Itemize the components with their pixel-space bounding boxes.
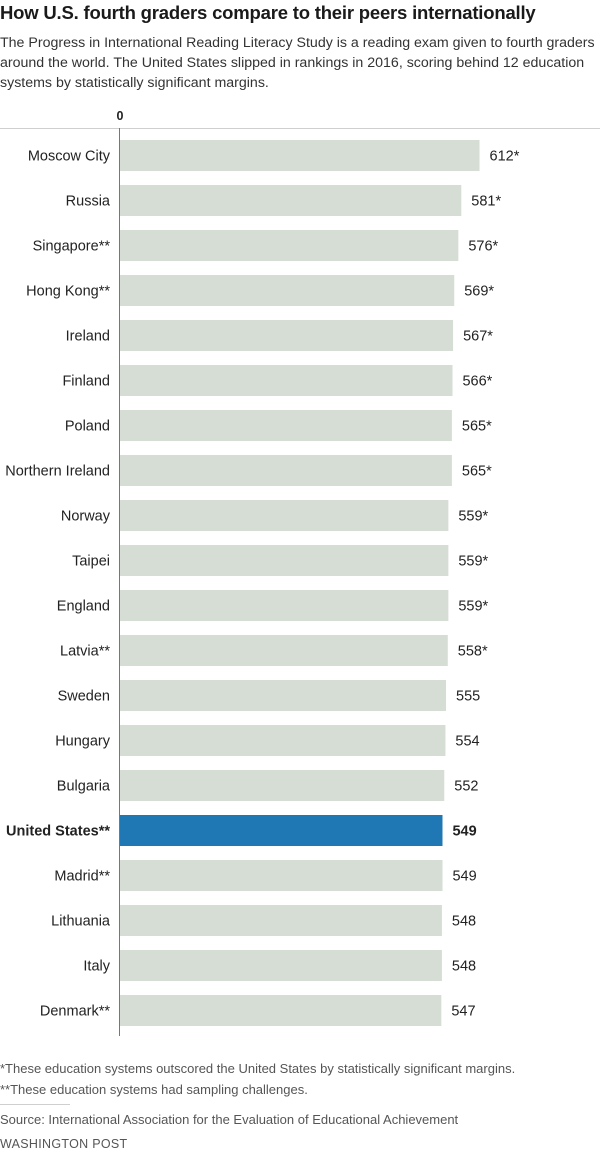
category-label: Italy [83, 959, 110, 975]
bar [120, 950, 442, 981]
value-label: 581* [471, 194, 501, 210]
source-note: Source: International Association for th… [0, 1112, 459, 1127]
bar [120, 635, 448, 666]
value-label: 566* [462, 374, 492, 390]
category-label: Hong Kong** [26, 284, 110, 300]
category-label: Sweden [58, 689, 110, 705]
chart-subtitle: The Progress in International Reading Li… [0, 35, 595, 91]
bar [120, 545, 449, 576]
bar [120, 275, 455, 306]
bar [120, 230, 459, 261]
category-label: Singapore** [33, 239, 111, 255]
value-label: 552 [454, 779, 478, 795]
category-label: Norway [61, 509, 111, 525]
bar [120, 725, 446, 756]
category-label: Northern Ireland [5, 464, 110, 480]
bar [120, 815, 443, 846]
value-label: 565* [462, 464, 492, 480]
publisher-credit: WASHINGTON POST [0, 1137, 128, 1151]
category-label: Lithuania [51, 914, 111, 930]
value-label: 549 [452, 824, 476, 840]
value-label: 565* [462, 419, 492, 435]
value-label: 559* [458, 599, 488, 615]
value-label: 567* [463, 329, 493, 345]
footnotes: *These education systems outscored the U… [0, 1058, 600, 1100]
value-label: 569* [464, 284, 494, 300]
bar-chart: 0 Moscow City 612* Russia 581* Singapore** 576… [5, 109, 520, 1036]
bar [120, 320, 454, 351]
footnote-divider [0, 1104, 70, 1105]
bar [120, 680, 447, 711]
category-label: Ireland [66, 329, 110, 345]
value-label: 559* [458, 554, 488, 570]
category-label: Denmark** [40, 1004, 110, 1020]
bar [120, 590, 449, 621]
bar [120, 455, 452, 486]
value-label: 558* [458, 644, 488, 660]
header-divider [0, 128, 600, 129]
category-label: Bulgaria [57, 779, 111, 795]
category-label: Latvia** [60, 644, 110, 660]
value-label: 612* [490, 149, 520, 165]
value-label: 559* [458, 509, 488, 525]
category-label: Taipei [72, 554, 110, 570]
value-label: 554 [455, 734, 479, 750]
category-label: England [57, 599, 110, 615]
value-label: 547 [451, 1004, 475, 1020]
category-label: Madrid** [54, 869, 110, 885]
bar [120, 500, 449, 531]
axis-zero-label: 0 [117, 109, 124, 123]
value-label: 555 [456, 689, 480, 705]
bar [120, 140, 480, 171]
category-label: Russia [66, 194, 111, 210]
footnote-sampling: **These education systems had sampling c… [0, 1082, 308, 1097]
bar [120, 905, 442, 936]
category-label: Moscow City [28, 149, 111, 165]
footnote-significance: *These education systems outscored the U… [0, 1061, 516, 1076]
bar [120, 860, 443, 891]
value-label: 548 [452, 914, 476, 930]
value-label: 548 [452, 959, 476, 975]
bar [120, 365, 453, 396]
value-label: 549 [452, 869, 476, 885]
bar [120, 410, 452, 441]
category-label: Poland [65, 419, 110, 435]
category-label: Hungary [55, 734, 111, 750]
bar [120, 770, 445, 801]
bar [120, 185, 462, 216]
bar [120, 995, 442, 1026]
category-label: Finland [62, 374, 110, 390]
chart-title: How U.S. fourth graders compare to their… [0, 2, 536, 23]
category-label: United States** [6, 824, 110, 840]
value-label: 576* [468, 239, 498, 255]
